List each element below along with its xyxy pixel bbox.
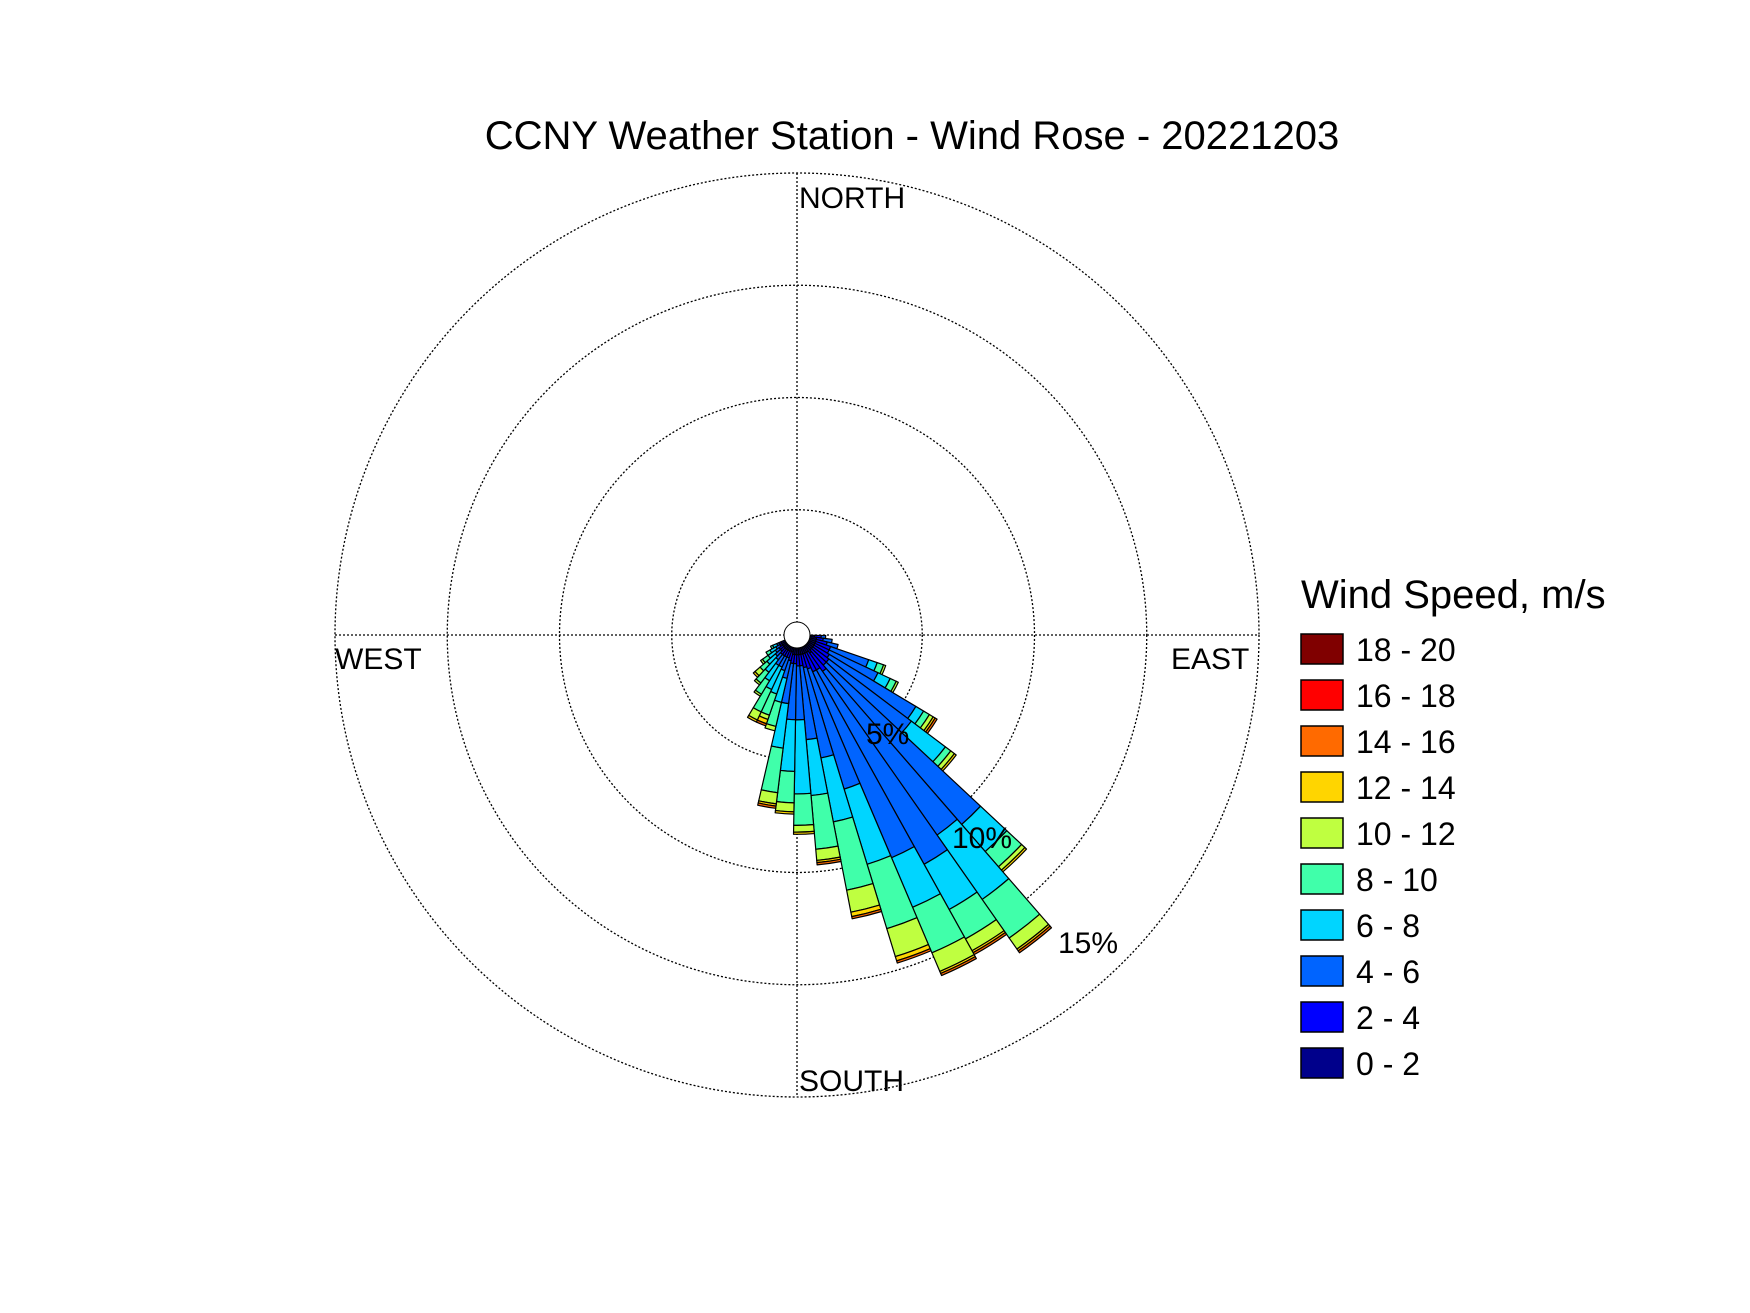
sector-232-bin-5 [760, 658, 766, 665]
sector-190-bin-7 [757, 802, 777, 809]
sector-178-bin-6 [792, 830, 815, 835]
sector-166-bin-7 [851, 908, 883, 920]
legend-swatch-9 [1300, 1001, 1344, 1033]
legend-swatch-3 [1300, 725, 1344, 757]
sector-184-bin-6 [774, 809, 795, 815]
chart-title: CCNY Weather Station - Wind Rose - 20221… [485, 114, 1340, 158]
direction-label-north: NORTH [799, 182, 905, 215]
legend: Wind Speed, m/s 18 - 20 16 - 18 14 - 16 12 … [1300, 573, 1606, 1082]
grid-ring-3 [446, 284, 1148, 986]
legend-label-10: 0 - 2 [1356, 1046, 1420, 1082]
legend-label-7: 6 - 8 [1356, 908, 1420, 944]
legend-label-8: 4 - 6 [1356, 954, 1420, 990]
legend-title: Wind Speed, m/s [1301, 573, 1606, 617]
direction-label-east: EAST [1171, 643, 1249, 676]
sector-160-bin-7 [896, 948, 932, 964]
sector-208-bin-6 [746, 714, 758, 723]
wind-sectors [746, 634, 1053, 977]
sector-172-bin-7 [816, 858, 842, 866]
legend-label-4: 12 - 14 [1356, 770, 1456, 806]
legend-swatch-2 [1300, 679, 1344, 711]
sector-178-bin-5 [792, 824, 815, 833]
legend-label-6: 8 - 10 [1356, 862, 1438, 898]
sector-238-bin-4 [765, 649, 773, 656]
sector-226-bin-6 [752, 670, 760, 678]
sector-244-bin-4 [769, 644, 775, 650]
sector-154-bin-7 [940, 956, 977, 977]
ring-label-15: 15% [1058, 927, 1118, 960]
legend-swatch-6 [1300, 863, 1344, 895]
legend-swatch-1 [1300, 633, 1344, 665]
sector-220-bin-5 [753, 678, 762, 686]
direction-label-south: SOUTH [799, 1065, 904, 1098]
sector-142-bin-7 [1017, 925, 1053, 954]
ring-label-5: 5% [866, 718, 909, 751]
center-hub [783, 621, 811, 649]
legend-label-9: 2 - 4 [1356, 1000, 1420, 1036]
legend-swatch-10 [1300, 1047, 1344, 1079]
sector-178-bin-4 [793, 792, 815, 826]
legend-swatch-5 [1300, 817, 1344, 849]
sector-196-bin-5 [764, 723, 777, 732]
ring-label-10: 10% [952, 822, 1012, 855]
legend-swatch-7 [1300, 909, 1344, 941]
legend-label-5: 10 - 12 [1356, 816, 1456, 852]
legend-swatch-4 [1300, 771, 1344, 803]
legend-swatch-8 [1300, 955, 1344, 987]
legend-label-2: 16 - 18 [1356, 678, 1456, 714]
legend-label-1: 18 - 20 [1356, 632, 1456, 668]
sector-214-bin-5 [753, 689, 762, 697]
legend-label-3: 14 - 16 [1356, 724, 1456, 760]
direction-label-west: WEST [335, 643, 422, 676]
